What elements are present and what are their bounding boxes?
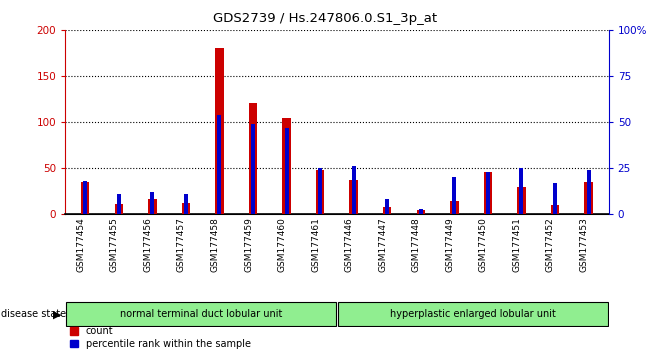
Text: GSM177448: GSM177448	[412, 217, 421, 272]
Bar	[217, 115, 221, 214]
Bar	[419, 209, 422, 214]
Bar	[117, 194, 121, 214]
Bar	[350, 180, 358, 214]
Bar	[585, 182, 593, 214]
Text: GSM177450: GSM177450	[479, 217, 488, 272]
Bar	[215, 48, 224, 214]
Bar	[385, 199, 389, 214]
Bar	[283, 118, 291, 214]
Text: hyperplastic enlarged lobular unit: hyperplastic enlarged lobular unit	[390, 309, 556, 319]
Text: GSM177447: GSM177447	[378, 217, 387, 272]
Text: disease state: disease state	[1, 309, 66, 319]
Bar	[251, 124, 255, 214]
FancyBboxPatch shape	[66, 302, 336, 326]
Bar	[182, 203, 190, 214]
Bar	[316, 170, 324, 214]
Text: GSM177452: GSM177452	[546, 217, 555, 272]
Bar	[486, 172, 490, 214]
Text: GSM177459: GSM177459	[244, 217, 253, 272]
Bar	[249, 103, 257, 214]
Text: GSM177457: GSM177457	[177, 217, 186, 272]
Bar	[417, 210, 425, 214]
Text: GSM177455: GSM177455	[110, 217, 118, 272]
Bar	[284, 128, 288, 214]
Text: GSM177446: GSM177446	[344, 217, 353, 272]
Bar	[484, 172, 492, 214]
Text: GDS2739 / Hs.247806.0.S1_3p_at: GDS2739 / Hs.247806.0.S1_3p_at	[214, 12, 437, 25]
Text: ▶: ▶	[53, 309, 62, 319]
Bar	[150, 192, 154, 214]
Text: GSM177460: GSM177460	[277, 217, 286, 272]
Bar	[587, 170, 590, 214]
Bar	[518, 188, 525, 214]
Text: GSM177453: GSM177453	[579, 217, 589, 272]
Bar	[184, 194, 188, 214]
Legend: count, percentile rank within the sample: count, percentile rank within the sample	[70, 326, 251, 349]
Bar	[383, 207, 391, 214]
FancyBboxPatch shape	[338, 302, 608, 326]
Bar	[81, 182, 89, 214]
Text: GSM177454: GSM177454	[76, 217, 85, 272]
Bar	[553, 183, 557, 214]
Bar	[115, 204, 123, 214]
Bar	[318, 168, 322, 214]
Bar	[519, 168, 523, 214]
Text: normal terminal duct lobular unit: normal terminal duct lobular unit	[120, 309, 282, 319]
Text: GSM177456: GSM177456	[143, 217, 152, 272]
Bar	[83, 181, 87, 214]
Bar	[148, 199, 156, 214]
Text: GSM177458: GSM177458	[210, 217, 219, 272]
Bar	[551, 205, 559, 214]
Text: GSM177461: GSM177461	[311, 217, 320, 272]
Text: GSM177449: GSM177449	[445, 217, 454, 272]
Bar	[452, 177, 456, 214]
Text: GSM177451: GSM177451	[512, 217, 521, 272]
Bar	[352, 166, 355, 214]
Bar	[450, 201, 458, 214]
